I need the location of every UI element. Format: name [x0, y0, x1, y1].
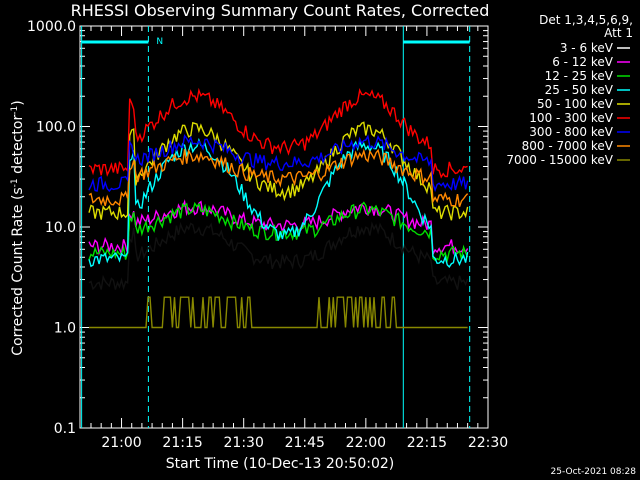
annotation-label: N — [156, 37, 163, 47]
legend-label: 12 - 25 keV — [545, 69, 614, 83]
x-tick-label: 21:30 — [224, 435, 264, 451]
marks: N — [81, 26, 471, 428]
axes: 0.1 1.0 10.0 100.0 1000.0 21:00 21:15 21:30 21:4… — [27, 19, 508, 451]
y-axis-label-part: Corrected Count Rate (s — [10, 187, 26, 355]
x-tick-label: 21:15 — [162, 435, 202, 451]
y-axis-label-part: detector — [10, 115, 26, 179]
y-tick-label: 0.1 — [54, 421, 76, 437]
legend-label: 50 - 100 keV — [537, 97, 614, 111]
legend-label: 800 - 7000 keV — [522, 139, 614, 153]
legend-label: 300 - 800 keV — [529, 125, 613, 139]
series-line — [88, 148, 469, 208]
x-tick-label: 21:00 — [101, 435, 141, 451]
series-line — [88, 137, 469, 269]
y-tick-label: 10.0 — [45, 220, 76, 236]
marker-line — [128, 26, 149, 428]
series-line — [88, 221, 469, 291]
series-line — [89, 296, 468, 329]
series-line — [88, 199, 469, 257]
y-axis-label-part: ) — [10, 100, 26, 105]
legend-header: Att 1 — [604, 26, 633, 40]
legend-label: 25 - 50 keV — [545, 83, 614, 97]
series-line — [88, 133, 469, 193]
y-axis-label-sup: -1 — [10, 178, 20, 187]
legend-header: Det 1,3,4,5,6,9, — [539, 13, 633, 27]
x-tick-label: 21:45 — [285, 435, 325, 451]
legend-label: 100 - 300 keV — [529, 111, 613, 125]
legend-label: 7000 - 15000 keV — [506, 153, 613, 167]
y-axis-label-sup: -1 — [10, 106, 20, 115]
series-line — [88, 87, 468, 179]
legend-label: 3 - 6 keV — [560, 41, 614, 55]
y-tick-label: 1.0 — [54, 321, 76, 337]
y-tick-label: 100.0 — [36, 120, 76, 136]
y-axis-label: Corrected Count Rate (s-1 detector-1) — [10, 100, 26, 355]
x-axis-label: Start Time (10-Dec-13 20:50:02) — [166, 456, 394, 472]
x-tick-label: 22:00 — [346, 435, 386, 451]
y-tick-label: 1000.0 — [27, 19, 76, 35]
chart-title: RHESSI Observing Summary Count Rates, Co… — [71, 1, 490, 20]
timestamp: 25-Oct-2021 08:28 — [551, 467, 637, 477]
x-tick-label: 22:30 — [468, 435, 508, 451]
x-tick-label: 22:15 — [407, 435, 447, 451]
legend-label: 6 - 12 keV — [552, 55, 614, 69]
